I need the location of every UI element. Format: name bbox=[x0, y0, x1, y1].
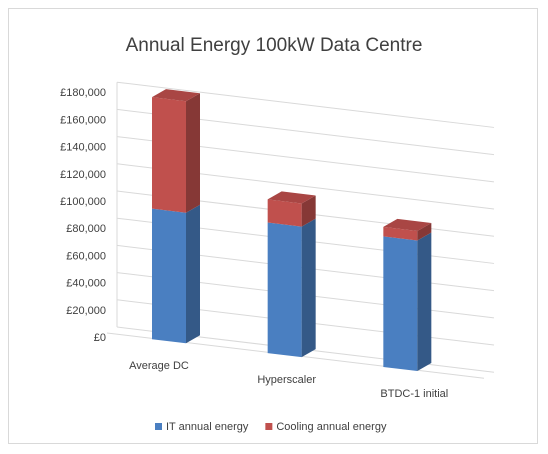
legend: IT annual energy Cooling annual energy bbox=[155, 421, 387, 433]
bar-segment bbox=[152, 97, 186, 213]
chart-svg: Annual Energy 100kW Data Centre £0 £20,00… bbox=[60, 35, 495, 433]
legend-entry: IT annual energy bbox=[166, 421, 249, 433]
legend-swatch bbox=[265, 423, 273, 430]
bar-segment bbox=[267, 222, 302, 358]
y-tick-label: £120,000 bbox=[60, 169, 106, 181]
category-label: Average DC bbox=[129, 360, 189, 372]
chart-frame: Annual Energy 100kW Data Centre £0 £20,00… bbox=[8, 8, 538, 444]
bar-segment-side bbox=[417, 232, 432, 372]
y-tick-label: £100,000 bbox=[60, 196, 106, 208]
y-tick-label: £140,000 bbox=[60, 142, 106, 154]
category-label: BTDC-1 initial bbox=[380, 388, 448, 400]
bar-segment-side bbox=[186, 204, 200, 344]
bar-stack bbox=[267, 191, 316, 358]
y-tick-label: £180,000 bbox=[60, 87, 106, 99]
bar-top bbox=[267, 191, 316, 204]
y-tick-label: £80,000 bbox=[66, 223, 106, 235]
y-tick-label: £160,000 bbox=[60, 114, 106, 126]
bar-segment-side bbox=[301, 195, 316, 227]
bars bbox=[152, 89, 432, 372]
bar-segment bbox=[383, 236, 418, 372]
chart-title: Annual Energy 100kW Data Centre bbox=[126, 35, 423, 56]
bar-segment bbox=[152, 208, 186, 344]
gridline bbox=[116, 81, 495, 128]
legend-swatch bbox=[155, 423, 162, 430]
y-tick-label: £0 bbox=[94, 332, 106, 344]
y-axis-ticks: £0 £20,000 £40,000 £60,000 £80,000 £100,000 £1… bbox=[60, 87, 106, 344]
bar-segment bbox=[267, 199, 302, 227]
legend-entry: Cooling annual energy bbox=[276, 421, 387, 433]
category-labels: Average DC Hyperscaler BTDC-1 initial bbox=[129, 360, 448, 400]
y-tick-label: £40,000 bbox=[66, 278, 106, 290]
bar-stack bbox=[383, 218, 432, 372]
y-tick-label: £60,000 bbox=[66, 250, 106, 262]
bar-top bbox=[152, 89, 200, 102]
bar-top bbox=[383, 218, 432, 231]
bar-segment-side bbox=[186, 93, 200, 213]
bar-segment-side bbox=[301, 218, 316, 358]
category-label: Hyperscaler bbox=[257, 374, 316, 386]
bar-stack bbox=[152, 89, 200, 344]
bar-segment bbox=[383, 226, 418, 241]
y-tick-label: £20,000 bbox=[66, 305, 106, 317]
bar-segment-side bbox=[417, 222, 432, 241]
